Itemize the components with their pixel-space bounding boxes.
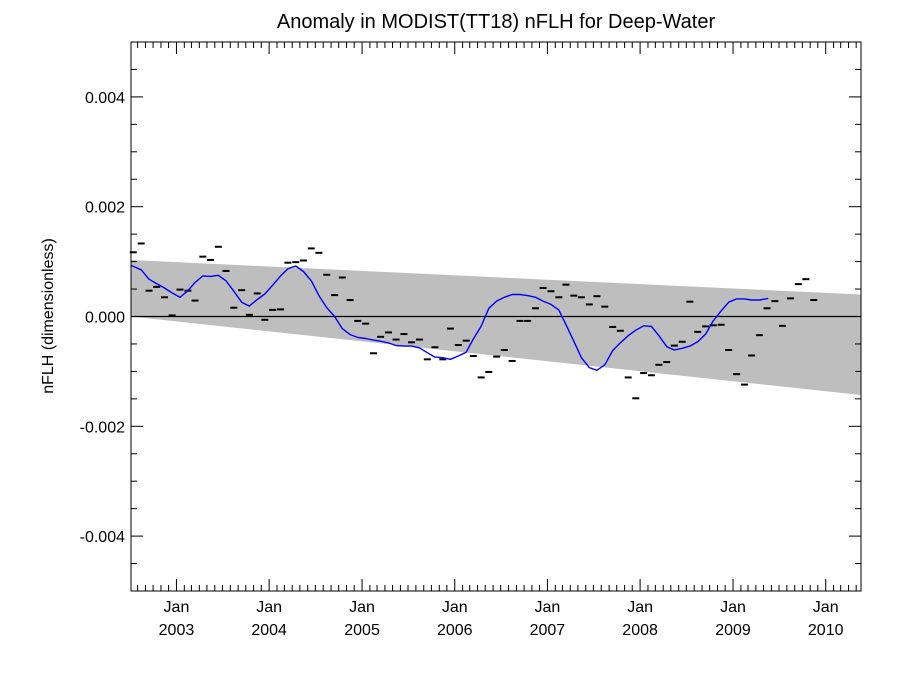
smoothed-series-line xyxy=(130,264,769,371)
y-tick-label: -0.004 xyxy=(80,529,125,546)
y-tick-label: 0.002 xyxy=(85,200,125,217)
x-tick-label-month: Jan xyxy=(349,599,375,616)
y-axis-label: nFLH (dimensionless) xyxy=(40,238,57,394)
y-tick-label: 0.000 xyxy=(85,310,125,327)
x-tick-label-month: Jan xyxy=(813,599,839,616)
x-tick-label-month: Jan xyxy=(627,599,653,616)
x-tick-label-month: Jan xyxy=(256,599,282,616)
x-tick-label-month: Jan xyxy=(442,599,468,616)
x-tick-label-year: 2006 xyxy=(437,622,473,639)
y-tick-label: -0.002 xyxy=(80,419,125,436)
chart-title: Anomaly in MODIST(TT18) nFLH for Deep-Wa… xyxy=(277,11,716,33)
plot-area: 0.004 0.002 0.000 -0.002 -0.004 Jan 2003 Jan 200… xyxy=(80,41,862,639)
x-tick-label-year: 2008 xyxy=(622,622,658,639)
x-tick-label-year: 2004 xyxy=(251,622,287,639)
x-tick-label-year: 2003 xyxy=(159,622,195,639)
x-tick-label-month: Jan xyxy=(720,599,746,616)
x-tick-label-month: Jan xyxy=(535,599,561,616)
x-tick-label-year: 2007 xyxy=(530,622,566,639)
trend-band xyxy=(131,259,861,396)
y-tick-label: 0.004 xyxy=(85,90,125,107)
x-tick-label-year: 2005 xyxy=(344,622,380,639)
x-tick-label-year: 2009 xyxy=(715,622,751,639)
x-tick-label-month: Jan xyxy=(164,599,190,616)
x-tick-label-year: 2010 xyxy=(808,622,844,639)
